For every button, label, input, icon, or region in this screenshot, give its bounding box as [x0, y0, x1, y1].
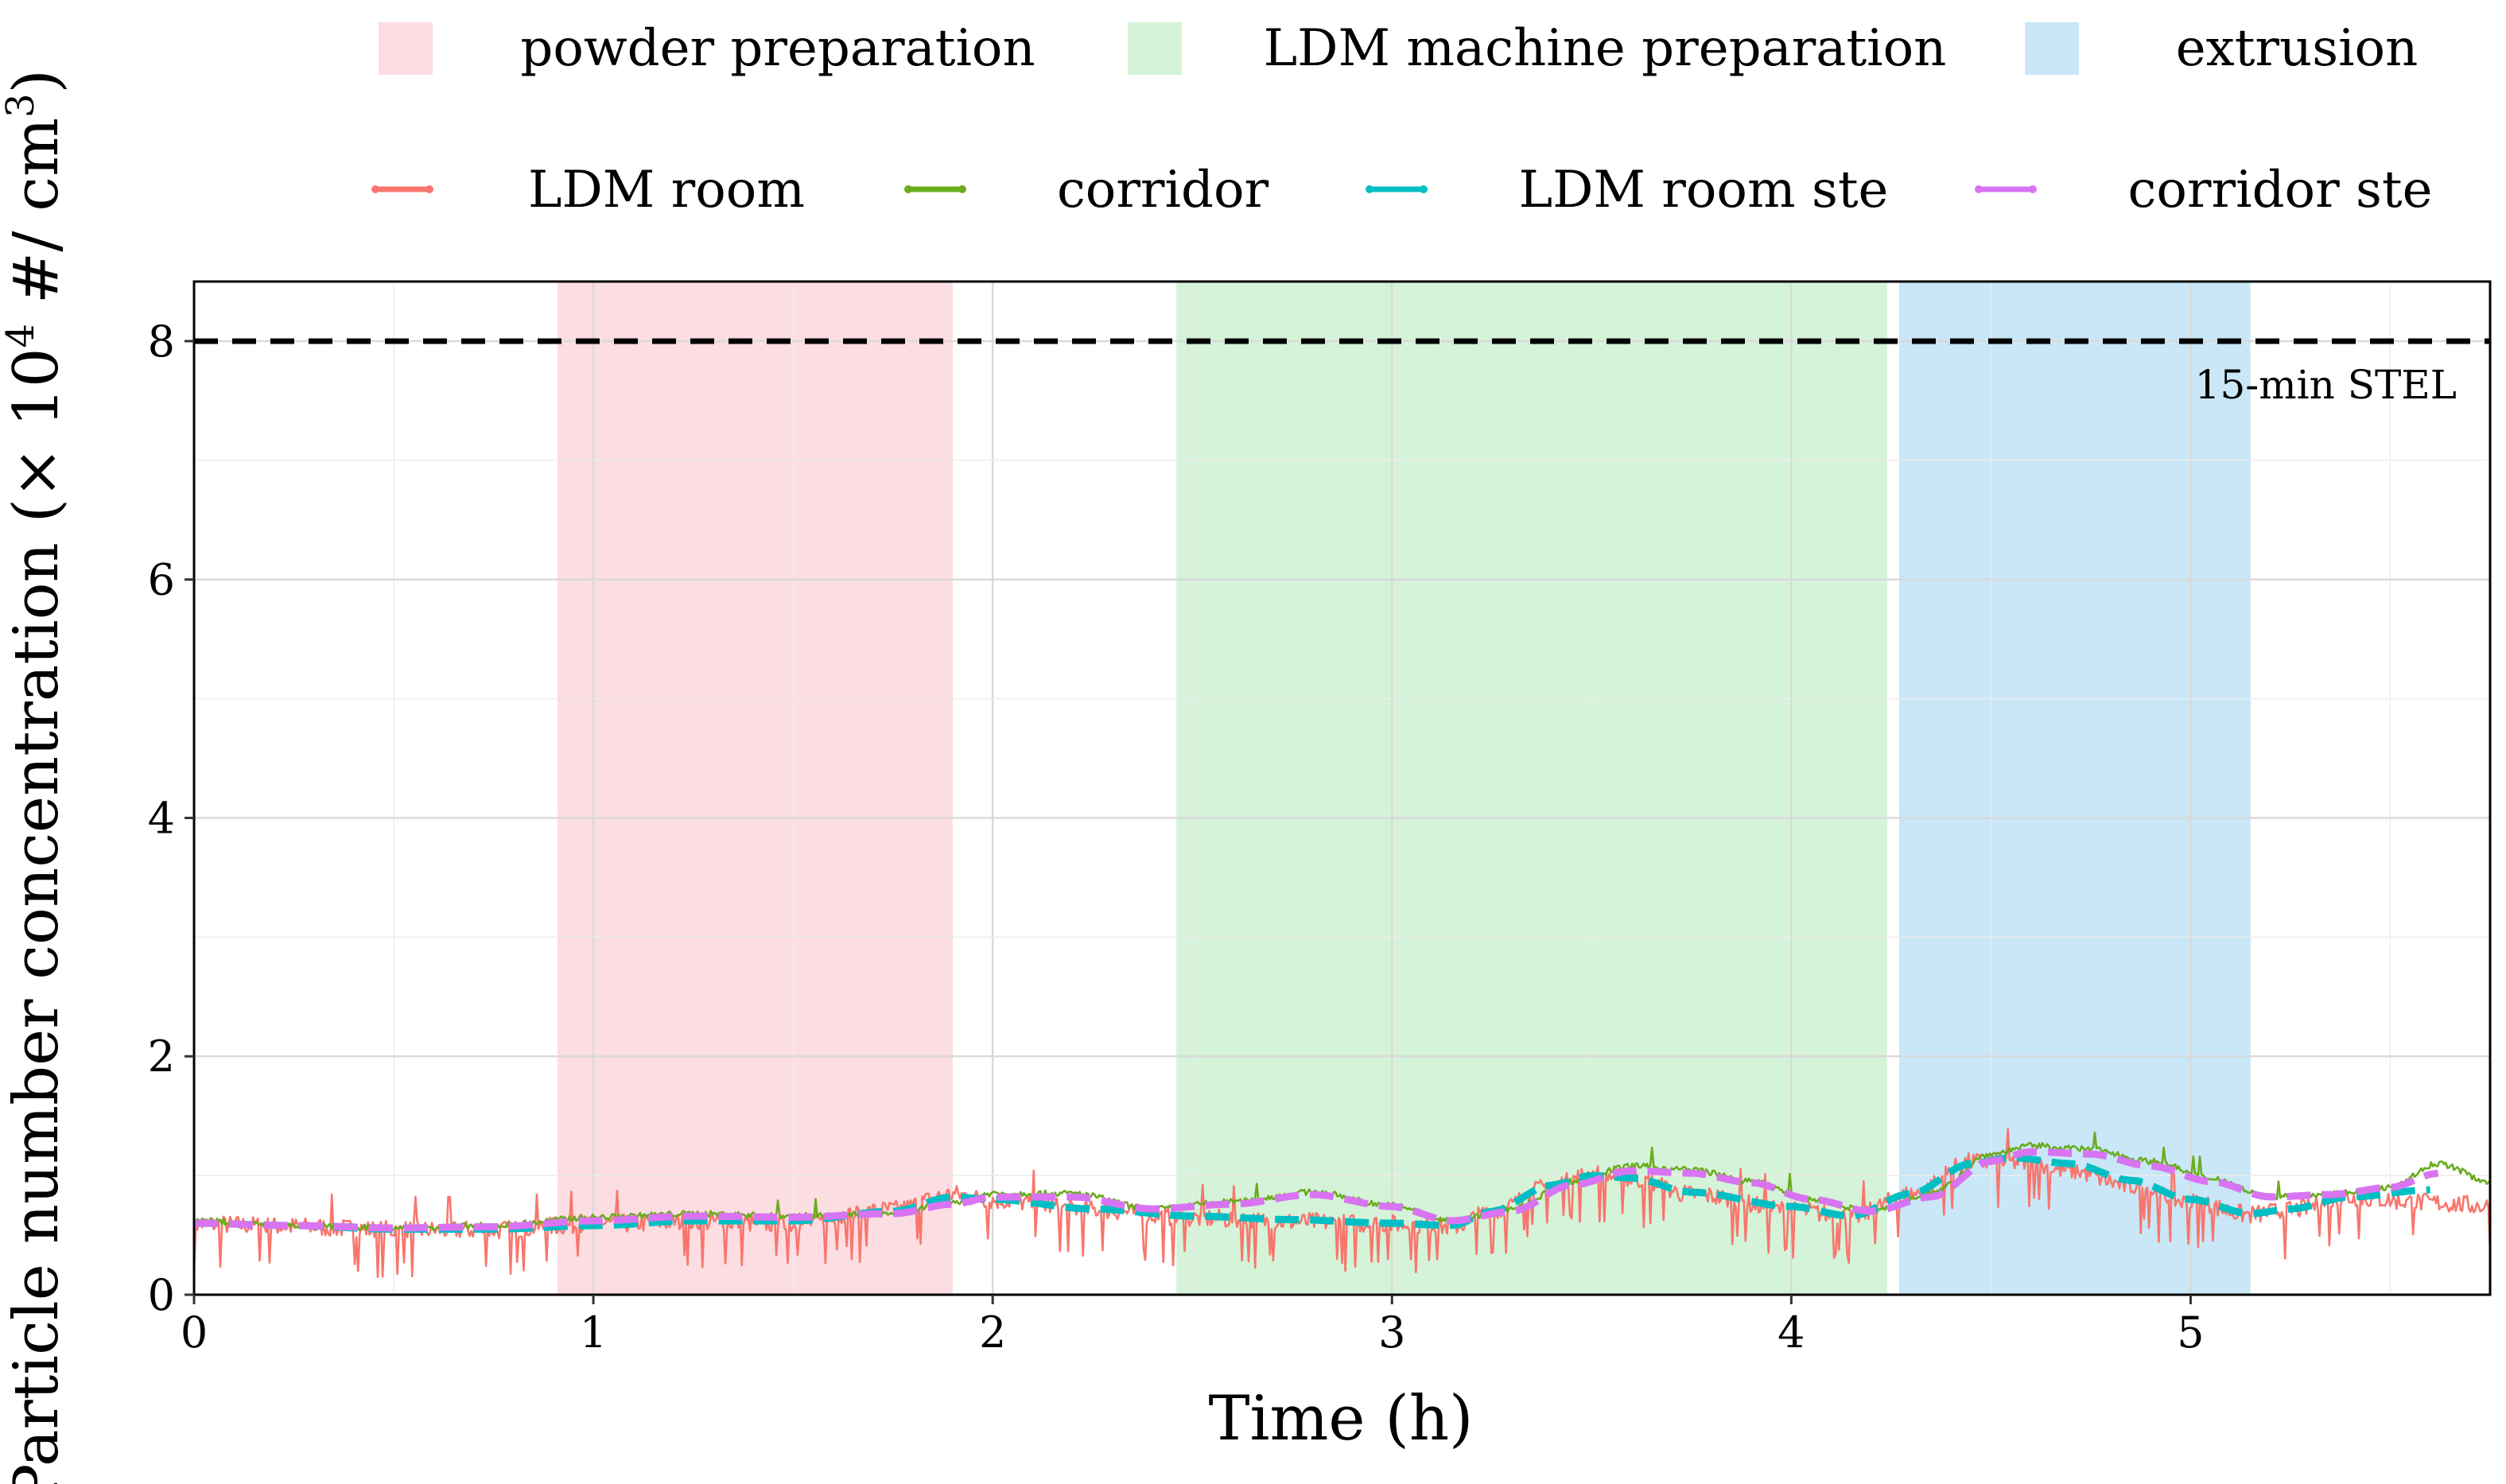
- series-line-ldm-room: [192, 1128, 2492, 1279]
- y-tick-label: 4: [148, 793, 175, 843]
- phase-band-2: [1176, 282, 1887, 1295]
- phase-band-1: [557, 282, 953, 1295]
- x-tick-label: 1: [580, 1307, 607, 1358]
- y-tick-label: 8: [148, 317, 175, 367]
- plot-border: [192, 280, 2492, 1296]
- y-axis-title: Particle number concentration (× 104 #/ …: [0, 69, 72, 1484]
- legend-series-key-dot: [958, 185, 966, 193]
- x-tick-label: 5: [2177, 1307, 2204, 1358]
- y-tick-label: 2: [148, 1031, 175, 1082]
- legend-phase-label: powder preparation: [520, 19, 1035, 78]
- legend-series-label: corridor: [1057, 161, 1269, 219]
- legend-series-key-dot: [1366, 185, 1373, 193]
- x-axis: 0 1 2 3 4 5: [181, 1295, 2205, 1358]
- plot-area: 15-min STEL: [192, 280, 2492, 1296]
- y-tick-label: 6: [148, 555, 175, 605]
- y-axis-title-unit: #/ cm: [1, 118, 72, 324]
- reference-layer: 15-min STEL: [194, 338, 2490, 408]
- legend-series-key-dot: [371, 185, 379, 193]
- y-axis-title-main: Particle number concentration (× 10: [1, 348, 72, 1484]
- legend-phase-key-3: [2025, 22, 2079, 75]
- legend-series-label: LDM room: [528, 161, 805, 219]
- y-axis-title-sup2: 3: [0, 94, 43, 118]
- legend-phase-key-1: [379, 22, 433, 75]
- series-layer: [192, 1128, 2492, 1279]
- y-axis-title-close: ): [1, 69, 72, 93]
- phase-layer: [557, 282, 2251, 1295]
- series-line-corridor: [193, 1131, 2491, 1232]
- y-tick-label: 0: [148, 1270, 175, 1320]
- y-axis-title-sup1: 4: [0, 324, 43, 348]
- stel-label: 15-min STEL: [2195, 362, 2457, 408]
- series-line-ldm-room-ste: [194, 1154, 2430, 1233]
- series-line-corridor-ste: [194, 1148, 2439, 1232]
- legend-series-label: corridor ste: [2128, 161, 2433, 219]
- legend-series-key-dot: [904, 185, 912, 193]
- x-tick-label: 2: [979, 1307, 1006, 1358]
- legend-series: LDM room corridor LDM room ste corridor ste: [371, 161, 2432, 219]
- legend-series-key-dot: [1975, 185, 1983, 193]
- y-axis: 0 2 4 6 8: [148, 317, 194, 1320]
- phase-band-3: [1898, 282, 2251, 1295]
- legend-phase-key-2: [1128, 22, 1182, 75]
- legend-phase-label: extrusion: [2176, 19, 2419, 78]
- legend-series-key-dot: [1420, 185, 1428, 193]
- x-tick-label: 4: [1778, 1307, 1805, 1358]
- x-tick-label: 0: [181, 1307, 208, 1358]
- x-axis-title: Time (h): [1209, 1383, 1474, 1455]
- legend-series-label: LDM room ste: [1519, 161, 1889, 219]
- x-tick-label: 3: [1378, 1307, 1405, 1358]
- legend-phases: powder preparation LDM machine preparatio…: [379, 19, 2418, 78]
- legend-series-key-dot: [2029, 185, 2037, 193]
- legend-phase-label: LDM machine preparation: [1264, 19, 1947, 78]
- legend-series-key-dot: [425, 185, 433, 193]
